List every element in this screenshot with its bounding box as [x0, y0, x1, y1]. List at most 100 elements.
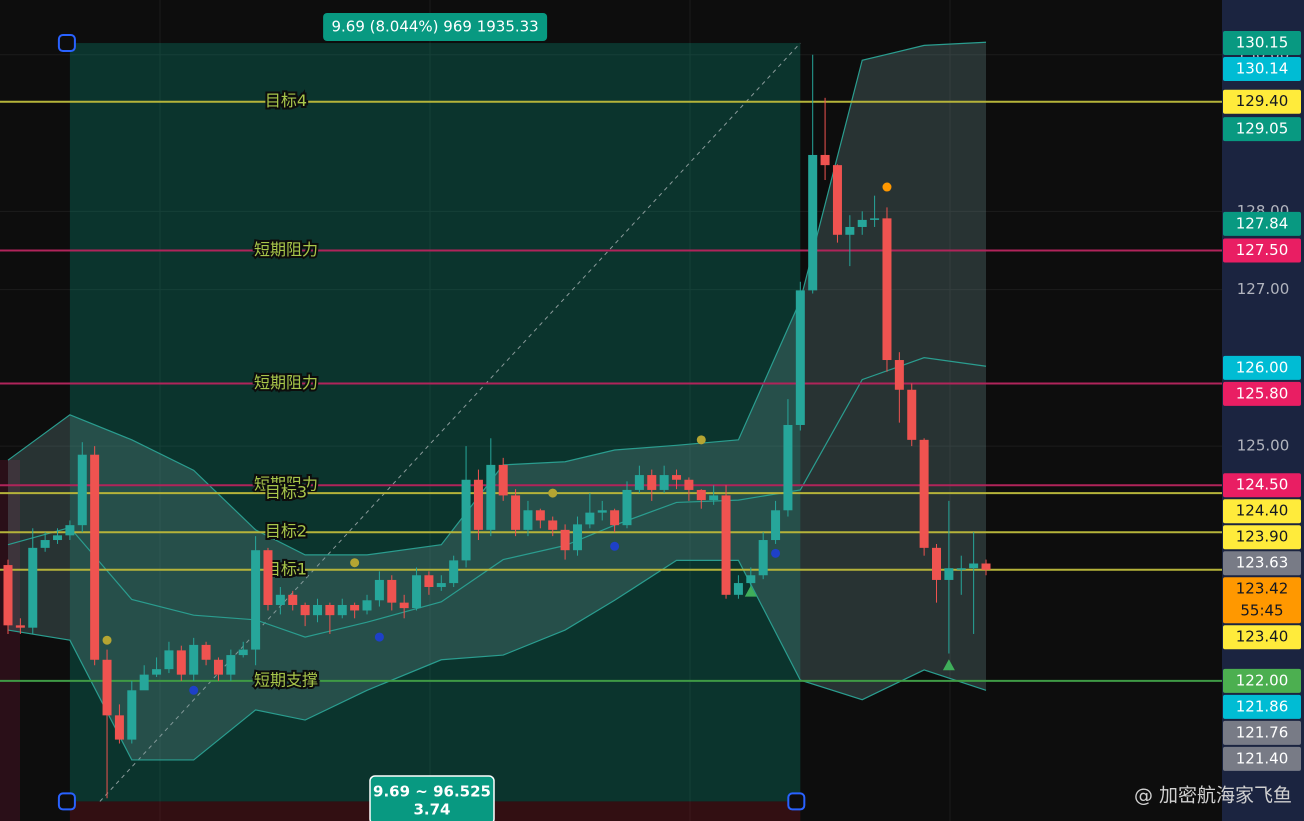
price-label: 124.40 [1236, 502, 1289, 520]
level-label: 短期支撑 [254, 670, 318, 689]
candle-body [65, 525, 75, 536]
candle-body [882, 218, 892, 361]
candle-body [90, 454, 100, 660]
candle-body [944, 568, 954, 580]
measure-range-label: 9.69 ~ 96.525 [373, 783, 491, 801]
candle-body [511, 495, 521, 530]
candle-body [733, 583, 743, 595]
measure-handle [57, 792, 76, 811]
candle-body [634, 475, 644, 490]
candle-body [659, 475, 669, 490]
price-label: 123.90 [1236, 528, 1289, 546]
candle-body [597, 510, 607, 513]
price-label: 121.40 [1236, 749, 1289, 767]
price-label-box [1223, 499, 1301, 524]
price-label: 127.84 [1236, 214, 1289, 232]
level-label: 短期阻力 [254, 373, 318, 392]
candle-body [337, 604, 347, 616]
candle-body [189, 644, 199, 675]
candle-body [263, 550, 273, 605]
candle-body [808, 154, 818, 291]
price-label-box [1223, 668, 1301, 693]
candle-body [969, 563, 979, 569]
candle-body [102, 659, 112, 716]
measure-label: 9.69 (8.044%) 969 1935.33 [331, 18, 538, 36]
measure-bars-label: 3.74 [413, 801, 450, 819]
candle-body [152, 669, 162, 675]
price-label: 123.63 [1236, 554, 1289, 572]
candle-body [15, 625, 25, 628]
signal-dot [189, 685, 199, 695]
candle-body [647, 475, 657, 490]
price-label-box [1223, 625, 1301, 650]
price-label: 130.15 [1236, 34, 1289, 52]
candle-body [684, 479, 694, 490]
candle-body [127, 690, 137, 740]
candle-body [572, 524, 582, 551]
candle-body [857, 219, 867, 227]
candle-body [436, 583, 446, 587]
candle-body [77, 454, 87, 526]
signal-dot [610, 541, 620, 551]
candle-body [585, 512, 595, 525]
band-lower [7, 559, 987, 761]
level-label: 目标1 [265, 559, 307, 578]
price-label: 121.86 [1236, 697, 1289, 715]
candle-body [746, 575, 756, 584]
y-tick-label: 125.00 [1237, 437, 1290, 455]
candle-body [362, 600, 372, 611]
measure-range-box [369, 775, 495, 821]
candle-body [870, 218, 880, 220]
measure-rect [69, 43, 801, 802]
price-label: 129.40 [1236, 92, 1289, 110]
price-label-box [1223, 355, 1301, 380]
candle-body [399, 602, 409, 609]
candle-body [424, 575, 434, 587]
price-label-box [1223, 89, 1301, 114]
signal-dot [771, 548, 781, 558]
candle-body [535, 510, 545, 521]
price-label-box [1223, 238, 1301, 263]
candle-body [251, 550, 261, 650]
signal-triangle [942, 659, 955, 671]
candle-body [28, 547, 38, 628]
candle-body [981, 563, 991, 570]
price-label-box [1223, 551, 1301, 576]
price-label: 129.05 [1236, 120, 1289, 138]
price-label: 126.00 [1236, 358, 1289, 376]
level-label: 目标3 [265, 483, 307, 502]
candle-body [226, 655, 236, 675]
candle-body [771, 510, 781, 541]
candle-body [164, 650, 174, 670]
price-label-box [1223, 57, 1301, 82]
price-label: 122.00 [1236, 671, 1289, 689]
measure-label-box [323, 13, 548, 41]
candle-body [956, 568, 966, 570]
grid [0, 0, 1222, 821]
candle-body [213, 659, 223, 675]
candle-body [300, 604, 310, 616]
price-axis: 125.00127.00128.00130.00130.15130.14129.… [1223, 31, 1301, 771]
candle-body [40, 540, 50, 548]
price-label-box [1223, 525, 1301, 550]
candle-body [783, 424, 793, 511]
candle-body [523, 510, 533, 530]
level-label: 短期阻力 [254, 240, 318, 259]
candle-body [313, 604, 322, 616]
candle-body [672, 475, 682, 480]
measure-handle [57, 34, 76, 53]
candle-body [610, 510, 620, 526]
candle-body [350, 604, 360, 611]
candle-body [288, 594, 298, 605]
candle-body [412, 575, 422, 609]
candle-body [387, 579, 397, 603]
price-label-box [1223, 746, 1301, 771]
price-label: 123.40 [1236, 628, 1289, 646]
markers [102, 182, 955, 695]
signal-dot [350, 558, 360, 568]
price-label-box [1223, 473, 1301, 498]
price-label-box [1223, 381, 1301, 406]
candle-body [894, 360, 904, 390]
